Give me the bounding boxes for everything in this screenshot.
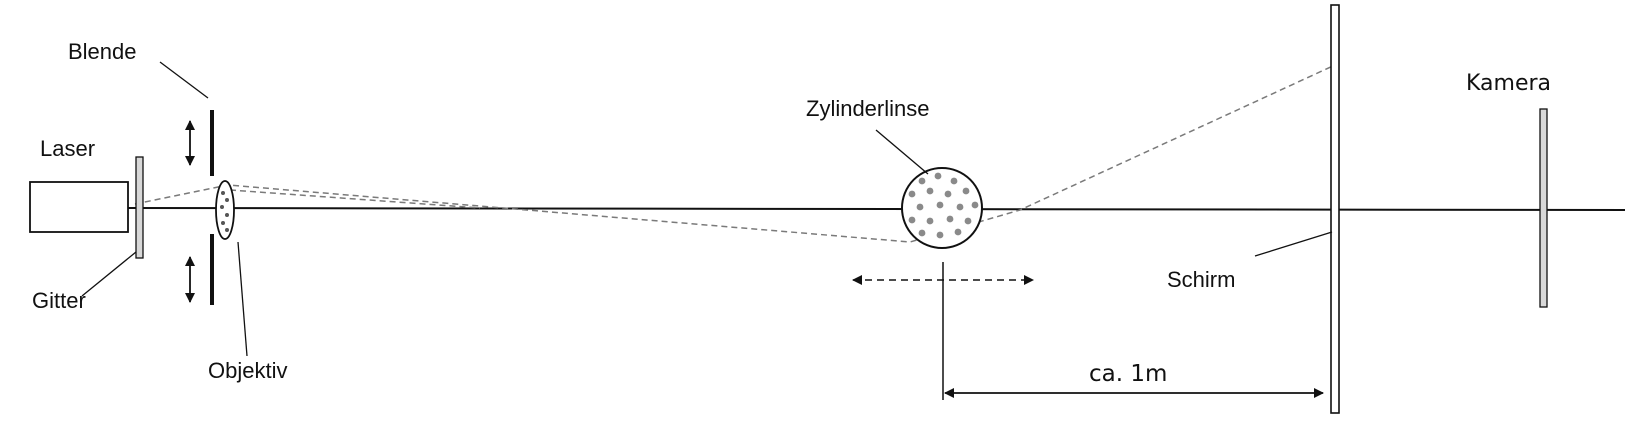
objektiv-texture bbox=[220, 191, 229, 232]
objektiv-lens bbox=[215, 180, 235, 240]
leader-lines bbox=[81, 61, 1333, 357]
label-gitter: Gitter bbox=[32, 288, 86, 313]
schirm-plate bbox=[1330, 4, 1340, 414]
beam-paths bbox=[134, 64, 1336, 243]
label-schirm: Schirm bbox=[1167, 267, 1236, 292]
label-kamera: Kamera bbox=[1466, 71, 1552, 96]
label-distance: ca. 1m bbox=[1089, 361, 1168, 387]
optical-axis bbox=[124, 207, 1626, 211]
label-zylinderlinse: Zylinderlinse bbox=[806, 96, 930, 121]
zylinderlinse-particles bbox=[908, 172, 979, 239]
kamera-sensor bbox=[1539, 108, 1548, 308]
label-objektiv: Objektiv bbox=[208, 358, 288, 383]
zylinderlinse-circle bbox=[901, 167, 983, 249]
label-blende: Blende bbox=[68, 39, 137, 64]
label-laser: Laser bbox=[40, 136, 96, 161]
gitter-plate bbox=[135, 156, 144, 259]
laser-box bbox=[29, 181, 129, 233]
